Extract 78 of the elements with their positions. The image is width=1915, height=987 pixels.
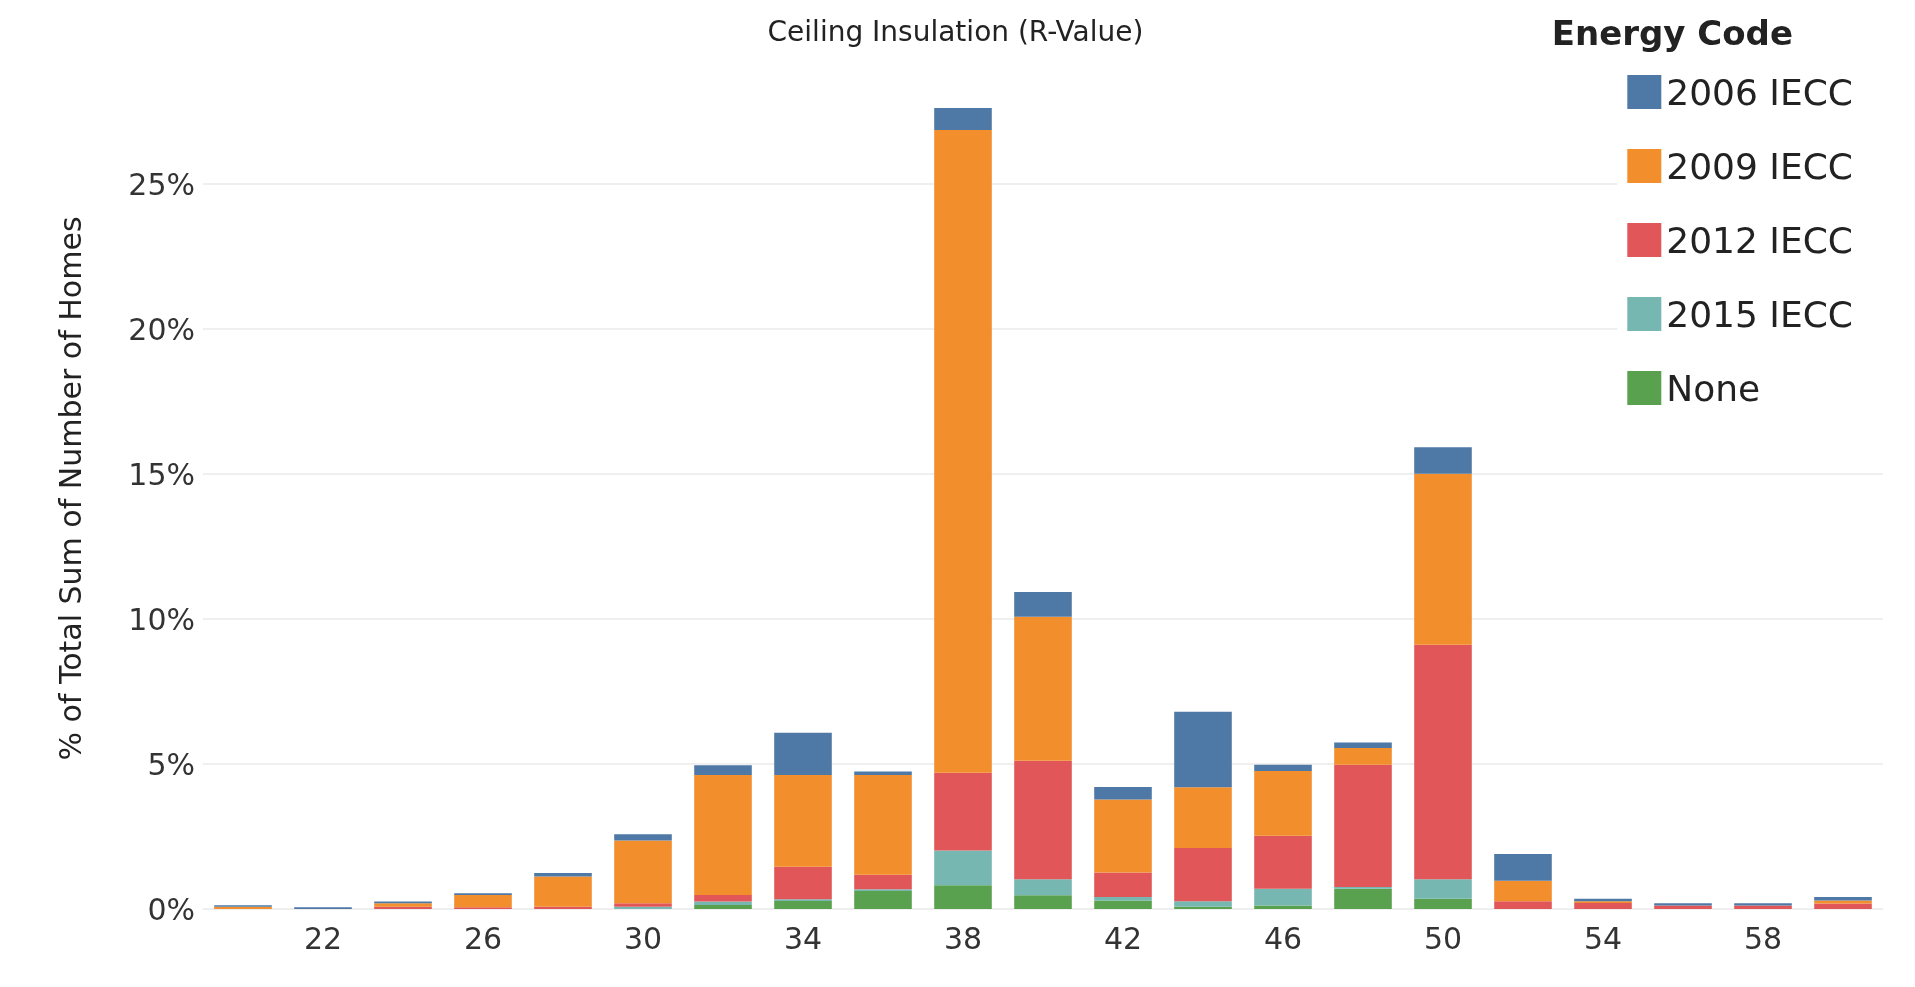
legend-label: 2012 IECC	[1666, 219, 1854, 261]
bar	[1094, 900, 1152, 909]
bar	[774, 866, 832, 900]
bar	[934, 108, 992, 131]
x-tick-label: 54	[1583, 920, 1623, 956]
bar	[694, 775, 752, 896]
bar	[1334, 748, 1392, 765]
bar	[1334, 764, 1392, 887]
bar	[1334, 742, 1392, 749]
bar	[1094, 872, 1152, 898]
bar	[694, 895, 752, 902]
bar	[1174, 901, 1232, 907]
x-tick-label: 38	[943, 920, 983, 956]
bar	[1414, 898, 1472, 909]
legend-label: 2006 IECC	[1666, 71, 1854, 113]
bar	[534, 876, 592, 907]
bar	[774, 900, 832, 909]
bar	[934, 850, 992, 886]
bar	[1014, 592, 1072, 617]
x-tick-label: 46	[1263, 920, 1303, 956]
bar	[1414, 447, 1472, 474]
bar	[854, 775, 912, 875]
y-tick-label: 10%	[128, 601, 195, 637]
y-tick-label: 25%	[128, 166, 195, 202]
chart-title: Ceiling Insulation (R-Value)	[767, 14, 1144, 48]
bar	[1494, 880, 1552, 902]
bar	[1254, 770, 1312, 836]
bar	[934, 772, 992, 851]
bar	[1094, 897, 1152, 901]
x-tick-label: 58	[1743, 920, 1783, 956]
bar	[1254, 764, 1312, 771]
bar	[1414, 473, 1472, 645]
bar	[534, 873, 592, 877]
bar	[1574, 902, 1632, 909]
bar	[1014, 879, 1072, 896]
bar	[854, 891, 912, 909]
bar	[1814, 903, 1872, 909]
x-tick-label: 30	[623, 920, 663, 956]
bar	[774, 775, 832, 867]
bar	[1414, 644, 1472, 880]
x-tick-label: 22	[303, 920, 343, 956]
x-tick-label: 42	[1103, 920, 1143, 956]
bar	[1014, 895, 1072, 909]
bar	[1254, 835, 1312, 889]
bar	[694, 901, 752, 905]
bar	[1494, 853, 1552, 881]
legend-title: Energy Code	[1551, 13, 1794, 53]
bar	[854, 874, 912, 890]
bar	[934, 885, 992, 909]
bar	[694, 765, 752, 776]
bar	[1334, 888, 1392, 909]
bar	[694, 904, 752, 909]
legend-label: 2009 IECC	[1666, 145, 1854, 187]
bar	[934, 130, 992, 773]
bar	[1174, 711, 1232, 788]
bar	[1174, 848, 1232, 902]
bar	[1414, 879, 1472, 899]
y-tick-label: 20%	[128, 311, 195, 347]
bar	[1014, 616, 1072, 761]
y-tick-label: 15%	[128, 456, 195, 492]
legend-label: None	[1666, 367, 1761, 409]
x-tick-label: 26	[463, 920, 503, 956]
bar	[1094, 799, 1152, 873]
bar	[614, 834, 672, 841]
bar	[774, 732, 832, 776]
y-tick-label: 5%	[147, 746, 195, 782]
bar	[454, 895, 512, 908]
bar	[1014, 760, 1072, 880]
x-tick-label: 50	[1423, 920, 1463, 956]
bar	[1254, 888, 1312, 906]
bar	[614, 840, 672, 904]
x-tick-label: 34	[783, 920, 823, 956]
y-tick-label: 0%	[147, 891, 195, 927]
y-axis-title: % of Total Sum of Number of Homes	[52, 216, 88, 761]
legend-label: 2015 IECC	[1666, 293, 1854, 335]
bar	[1494, 901, 1552, 909]
bar	[1094, 786, 1152, 800]
bar	[1174, 787, 1232, 849]
